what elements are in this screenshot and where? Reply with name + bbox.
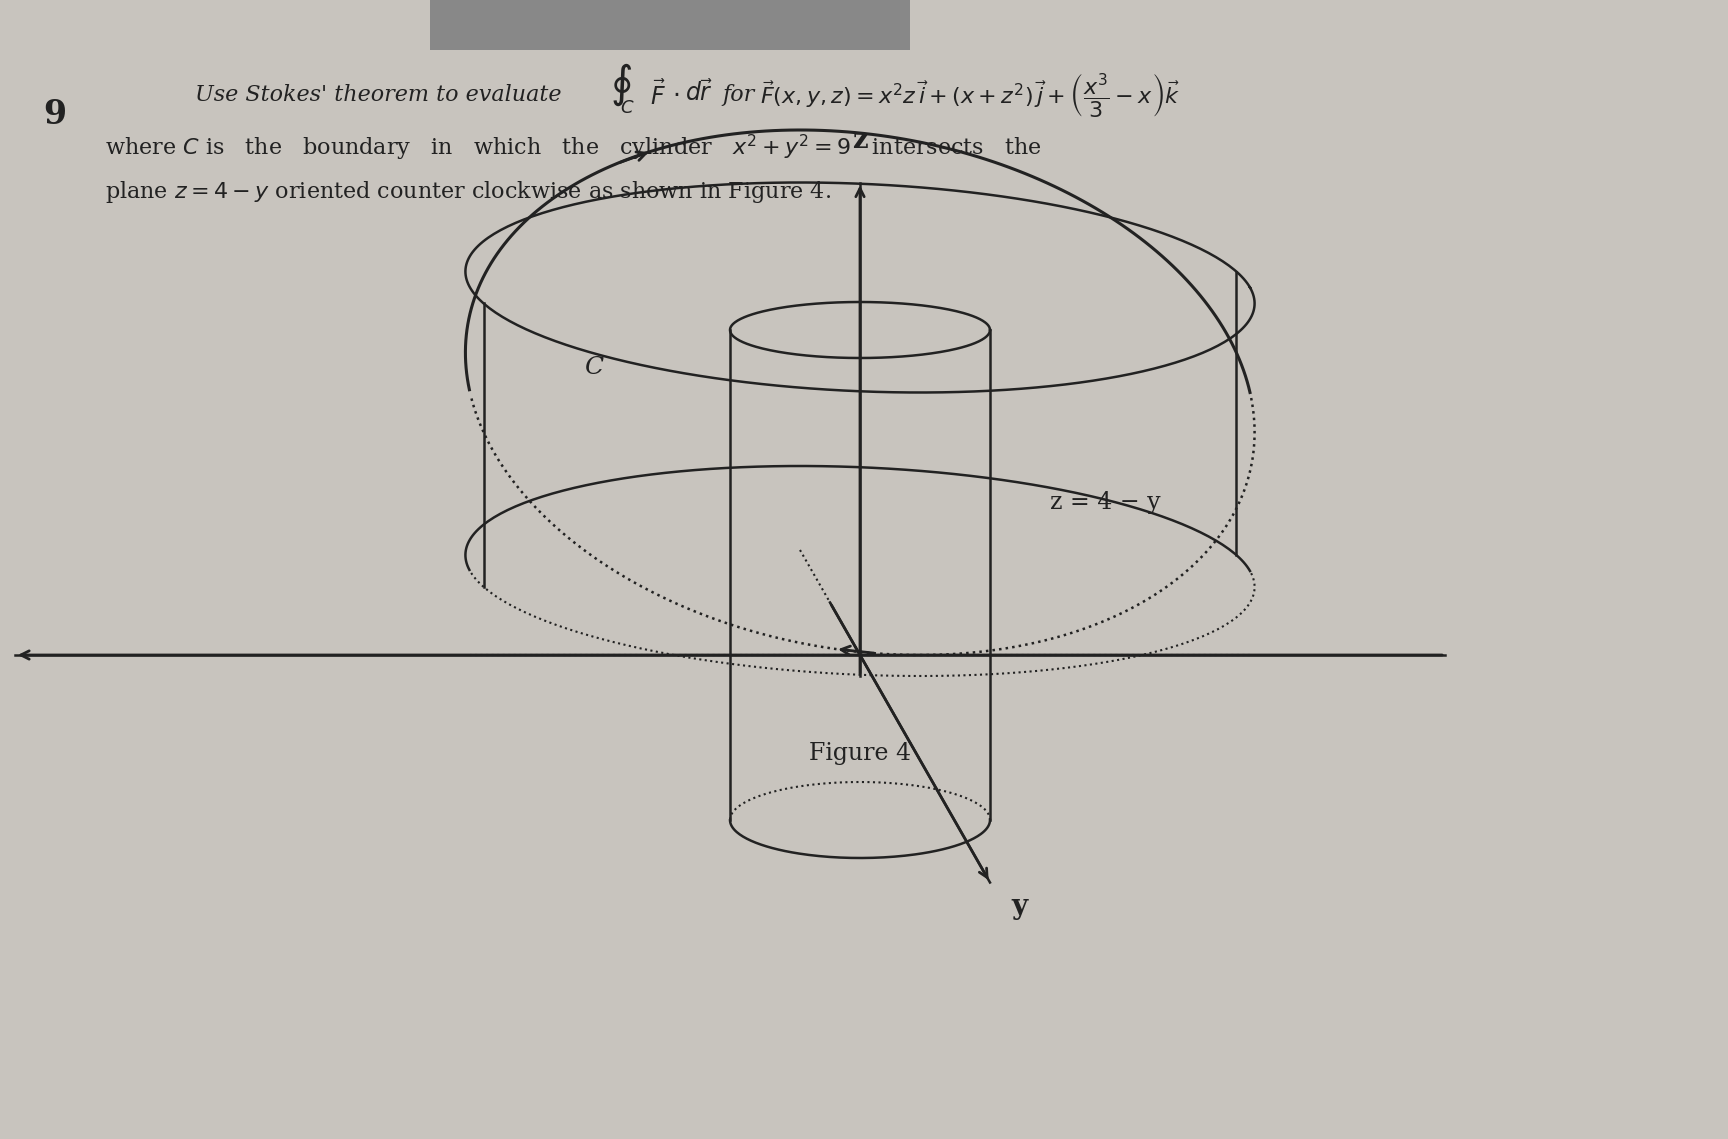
- Text: y: y: [1011, 893, 1026, 920]
- Text: 9: 9: [43, 98, 67, 131]
- Text: $d\vec{r}$: $d\vec{r}$: [684, 80, 714, 106]
- Text: $\oint$: $\oint$: [610, 62, 632, 108]
- Text: $\cdot$: $\cdot$: [672, 83, 679, 107]
- Text: C: C: [584, 357, 603, 379]
- Text: Use Stokes' theorem to evaluate: Use Stokes' theorem to evaluate: [195, 84, 562, 106]
- Text: $\vec{F}(x,y,z) = x^2z\,\vec{i} + (x + z^2)\,\vec{j} + \left(\dfrac{x^3}{3} - x\: $\vec{F}(x,y,z) = x^2z\,\vec{i} + (x + z…: [760, 71, 1180, 118]
- Bar: [430, 0, 911, 50]
- Text: $C$: $C$: [620, 99, 634, 117]
- Text: where $C$ is   the   boundary   in   which   the   cylinder   $x^2 + y^2 = 9$   : where $C$ is the boundary in which the c…: [105, 133, 1042, 163]
- Text: z: z: [852, 128, 867, 154]
- Text: Figure 4: Figure 4: [809, 741, 911, 765]
- Text: plane $z = 4 - y$ oriented counter clockwise as shown in Figure 4.: plane $z = 4 - y$ oriented counter clock…: [105, 179, 831, 205]
- Text: z = 4 − y: z = 4 − y: [1051, 491, 1161, 514]
- Text: for: for: [722, 84, 753, 106]
- Text: $\vec{F}$: $\vec{F}$: [650, 80, 665, 109]
